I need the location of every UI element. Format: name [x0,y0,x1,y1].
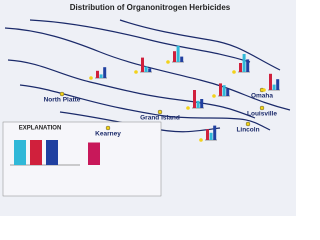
city-marker [105,125,111,131]
site-bar [276,79,280,90]
site-bar [96,70,99,78]
site-bar [242,54,246,72]
site-marker [134,70,138,74]
city-label: Louisville [247,111,277,118]
site-marker [199,138,203,142]
city-label: North Platte [44,97,81,104]
city-label: Omaha [251,93,273,100]
site-bar [226,88,230,96]
city-marker [259,105,265,111]
site-bar [272,84,276,90]
site-bar [222,85,226,96]
explanation-bar [88,142,100,165]
site-bar [141,57,144,72]
city-marker [157,109,163,115]
site-marker [232,70,236,74]
site-bar [196,100,200,108]
city-marker [59,91,65,97]
river [7,59,256,119]
site-marker [212,94,216,98]
site-bar [219,83,222,96]
site-bar [180,56,184,62]
map: Distribution of Organonitrogen Herbicide… [0,0,296,216]
site-marker [186,106,190,110]
site-bar [99,74,103,78]
site-marker [262,88,266,92]
site-bar [148,68,152,72]
site-bar [206,129,209,140]
explanation-box [2,121,162,197]
site-bar [269,73,272,90]
city-label: Kearney [95,131,121,138]
site-bar [193,90,196,108]
explanation-bar [30,140,42,165]
site-bar [103,67,107,78]
explanation-bar [46,140,58,165]
site-marker [166,60,170,64]
site-bar [239,63,242,72]
river [119,19,281,71]
site-bar [144,66,148,72]
site-bar [176,45,180,62]
explanation-bar [14,140,26,165]
city-label: Grand Island [140,115,180,122]
river [29,19,251,63]
site-marker [89,76,93,80]
site-bar [213,125,217,140]
site-bar [209,132,213,140]
explanation-title: EXPLANATION [19,126,62,132]
site-bar [246,59,250,72]
site-bar [173,51,176,62]
site-bar [200,99,204,108]
map-title: Distribution of Organonitrogen Herbicide… [70,3,231,12]
city-marker [245,121,251,127]
city-label: Lincoln [236,127,259,134]
